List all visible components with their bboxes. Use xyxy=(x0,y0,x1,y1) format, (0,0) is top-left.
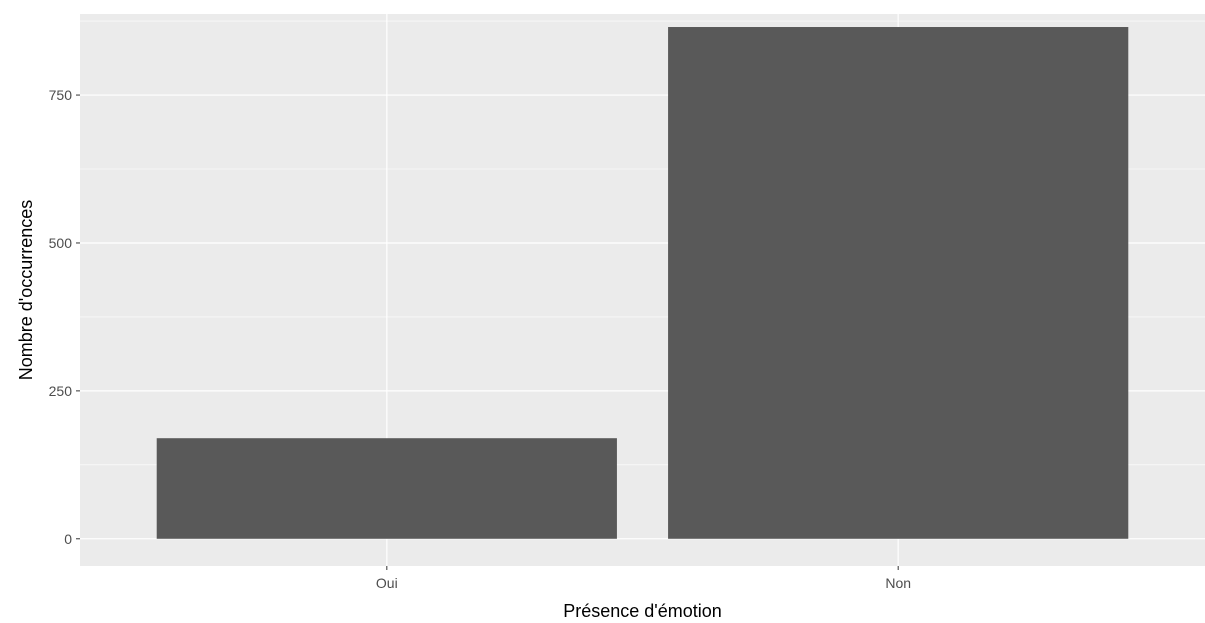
x-axis-title: Présence d'émotion xyxy=(563,601,722,621)
x-tick-label: Oui xyxy=(376,575,398,591)
y-tick-label: 500 xyxy=(49,235,73,251)
y-tick-label: 750 xyxy=(49,87,73,103)
bars xyxy=(156,27,1129,539)
y-axis-title: Nombre d'occurrences xyxy=(16,200,36,381)
y-axis: 0 250 500 750 xyxy=(49,87,80,547)
bar-oui xyxy=(156,438,617,539)
y-tick-label: 0 xyxy=(64,531,72,547)
x-tick-label: Non xyxy=(885,575,911,591)
bar-non xyxy=(668,27,1129,539)
y-tick-label: 250 xyxy=(49,383,73,399)
x-axis: Oui Non xyxy=(376,566,911,591)
